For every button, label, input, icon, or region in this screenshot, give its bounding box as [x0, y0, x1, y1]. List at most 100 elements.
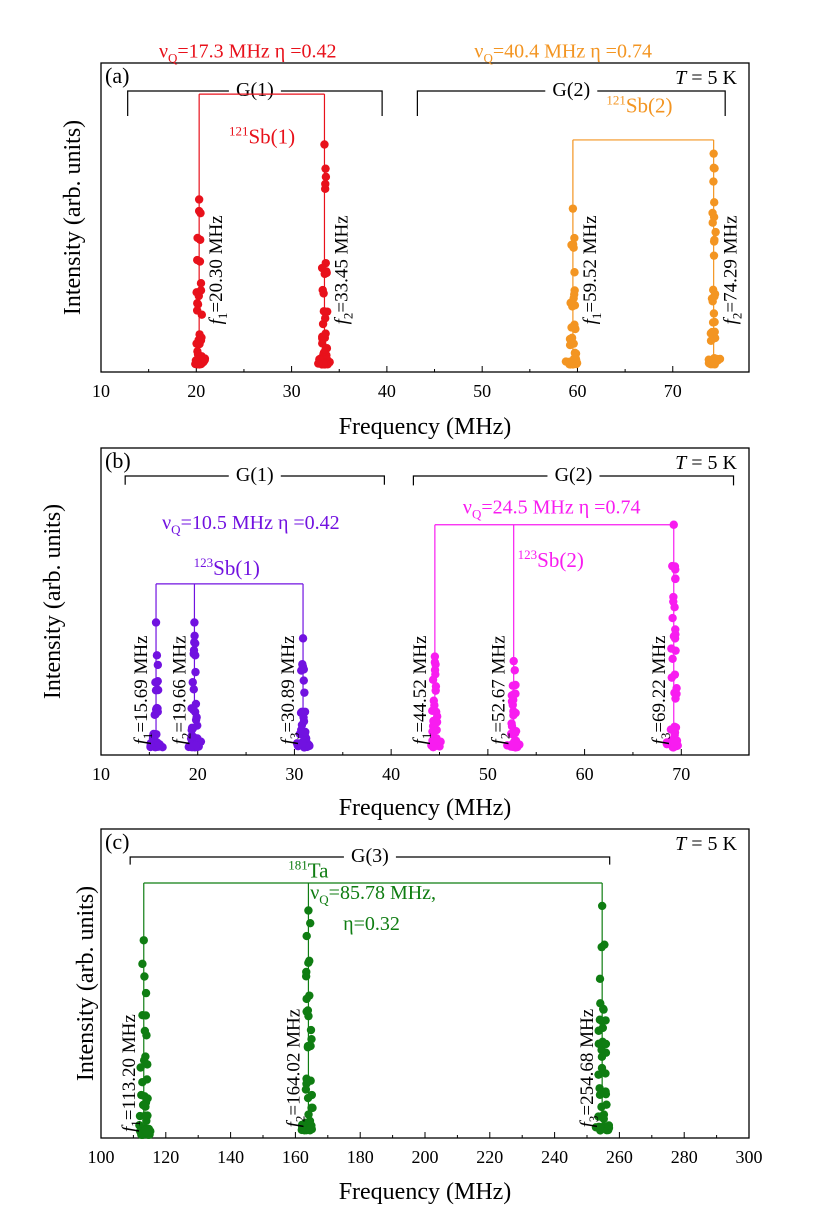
- data-point: [708, 208, 717, 218]
- group-label: G(2): [552, 79, 590, 101]
- data-point: [709, 198, 719, 207]
- data-point: [602, 1100, 611, 1109]
- series-params: νQ=40.4 MHz η =0.74: [474, 40, 652, 65]
- series-params: νQ=24.5 MHz η =0.74: [463, 496, 641, 521]
- group-bracket: G(1): [124, 464, 385, 486]
- data-point: [141, 1052, 150, 1061]
- group-bracket-line-left: [416, 90, 546, 116]
- resonance-line-f1: f1=44.52 MHz: [410, 524, 445, 752]
- x-tick-label: 30: [283, 381, 301, 401]
- data-point: [595, 1090, 605, 1100]
- data-point: [601, 1039, 611, 1049]
- data-point: [189, 646, 199, 655]
- group-bracket-line-left: [412, 475, 548, 486]
- data-point: [711, 227, 720, 237]
- group-bracket-line-right: [597, 90, 726, 116]
- data-point: [189, 685, 198, 694]
- data-point: [136, 1063, 145, 1072]
- data-point: [303, 1093, 313, 1103]
- data-point: [193, 255, 202, 265]
- data-point: [597, 1052, 607, 1062]
- group-bracket: G(2): [412, 464, 735, 486]
- data-point: [430, 701, 439, 710]
- resonance-line-f1: f1=59.52 MHz: [561, 139, 604, 369]
- data-point: [709, 309, 719, 318]
- data-point: [302, 1074, 311, 1083]
- data-point: [142, 1075, 152, 1084]
- isotope-label: 181Ta: [288, 857, 329, 882]
- data-point-peak: [509, 656, 518, 666]
- data-point: [140, 1111, 150, 1120]
- data-point: [604, 1121, 614, 1130]
- panel-c: 100 120 140 160 180 200 220 240 260 280 300 Frequen…: [73, 828, 763, 1205]
- data-point: [306, 1123, 316, 1133]
- data-point: [305, 956, 314, 966]
- plot-frame: [100, 447, 750, 756]
- data-point: [141, 1102, 150, 1111]
- data-point: [567, 323, 576, 332]
- data-point: [570, 290, 579, 299]
- x-tick-label: 140: [217, 1147, 244, 1167]
- data-point: [314, 359, 323, 368]
- data-point: [707, 294, 717, 303]
- data-point: [321, 329, 330, 338]
- data-point: [306, 1025, 316, 1035]
- data-point: [300, 688, 309, 697]
- data-point: [137, 1090, 146, 1100]
- frequency-label: f2=19.66 MHz: [169, 635, 193, 744]
- resonance-line-f2: f2=164.02 MHz: [283, 883, 317, 1135]
- series-params: νQ=17.3 MHz η =0.42: [159, 40, 337, 65]
- group-bracket-line-left: [129, 856, 344, 865]
- plot-frame: [100, 828, 750, 1139]
- x-tick-label: 240: [541, 1147, 568, 1167]
- series-params-eta: η=0.32: [343, 913, 400, 935]
- data-point: [302, 931, 311, 941]
- data-point: [595, 974, 605, 984]
- x-axis-title: Frequency (MHz): [339, 1179, 512, 1205]
- y-axis-title: Intensity (arb. units): [60, 120, 86, 315]
- data-point: [138, 959, 147, 969]
- data-point: [306, 918, 315, 928]
- data-point: [431, 660, 440, 669]
- data-point: [307, 1034, 316, 1044]
- x-tick-label: 300: [736, 1147, 763, 1167]
- x-axis-title: Frequency (MHz): [339, 795, 512, 821]
- data-point: [567, 240, 576, 250]
- data-point: [151, 678, 160, 687]
- data-point: [669, 738, 678, 747]
- group-bracket: G(1): [127, 79, 383, 116]
- data-point-peak: [304, 906, 313, 915]
- group-bracket: G(2): [416, 79, 726, 116]
- data-point: [706, 336, 716, 345]
- data-point: [141, 988, 151, 998]
- data-point: [153, 707, 162, 716]
- data-point: [662, 738, 672, 747]
- data-point: [709, 251, 719, 260]
- data-point: [594, 1070, 603, 1079]
- data-point-peak: [190, 618, 199, 627]
- data-point: [308, 1103, 317, 1113]
- data-point: [317, 263, 327, 273]
- resonance-line-f2: f2=33.45 MHz: [314, 94, 355, 369]
- data-point-peak: [597, 901, 607, 911]
- data-point: [192, 306, 202, 315]
- panel-label: (c): [105, 829, 129, 854]
- data-point: [670, 634, 680, 643]
- data-point: [298, 660, 307, 669]
- isotope-label: 123Sb(1): [194, 555, 260, 580]
- data-point: [192, 358, 202, 368]
- x-tick-label: 60: [576, 764, 594, 784]
- data-point: [567, 298, 577, 307]
- data-point: [569, 354, 579, 364]
- data-point: [191, 740, 201, 750]
- data-point: [598, 1004, 608, 1014]
- x-tick-label: 70: [664, 381, 682, 401]
- x-axis-title: Frequency (MHz): [339, 414, 512, 440]
- frequency-label: f3=69.22 MHz: [649, 635, 673, 744]
- series-121sb1: νQ=17.3 MHz η =0.42 121Sb(1) f1=20.30 MHz f…: [159, 40, 355, 369]
- data-point: [670, 670, 680, 679]
- data-point: [152, 651, 162, 660]
- temperature-label: T = 5 K: [675, 833, 737, 855]
- x-tick-label: 100: [88, 1147, 115, 1167]
- data-point-peak: [709, 149, 718, 158]
